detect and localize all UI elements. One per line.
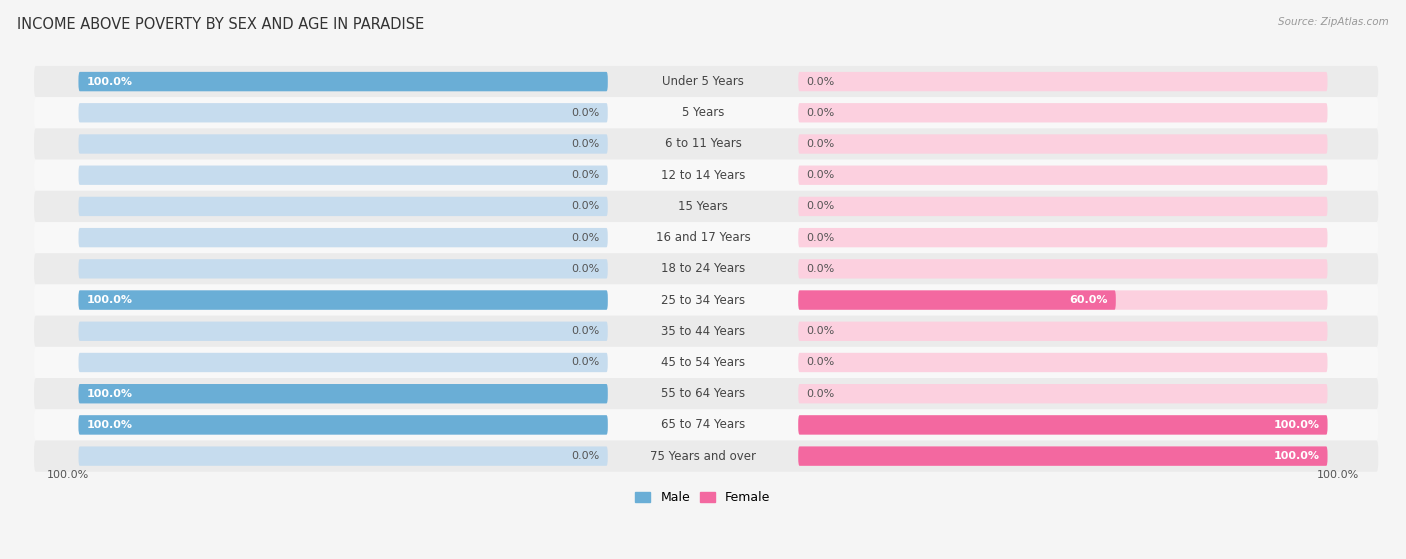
FancyBboxPatch shape xyxy=(79,290,607,310)
FancyBboxPatch shape xyxy=(799,415,1327,434)
Text: 0.0%: 0.0% xyxy=(572,233,600,243)
Text: 45 to 54 Years: 45 to 54 Years xyxy=(661,356,745,369)
FancyBboxPatch shape xyxy=(34,378,1378,409)
FancyBboxPatch shape xyxy=(34,97,1378,129)
FancyBboxPatch shape xyxy=(34,409,1378,440)
FancyBboxPatch shape xyxy=(79,134,607,154)
Text: 0.0%: 0.0% xyxy=(806,233,834,243)
FancyBboxPatch shape xyxy=(79,447,607,466)
FancyBboxPatch shape xyxy=(799,103,1327,122)
FancyBboxPatch shape xyxy=(34,129,1378,160)
Text: 0.0%: 0.0% xyxy=(806,358,834,367)
Text: 0.0%: 0.0% xyxy=(572,451,600,461)
Text: 16 and 17 Years: 16 and 17 Years xyxy=(655,231,751,244)
Text: 12 to 14 Years: 12 to 14 Years xyxy=(661,169,745,182)
FancyBboxPatch shape xyxy=(34,285,1378,316)
Text: 35 to 44 Years: 35 to 44 Years xyxy=(661,325,745,338)
FancyBboxPatch shape xyxy=(34,222,1378,253)
FancyBboxPatch shape xyxy=(79,290,607,310)
FancyBboxPatch shape xyxy=(34,191,1378,222)
Text: 0.0%: 0.0% xyxy=(806,201,834,211)
FancyBboxPatch shape xyxy=(799,228,1327,247)
Text: 15 Years: 15 Years xyxy=(678,200,728,213)
FancyBboxPatch shape xyxy=(34,66,1378,97)
Text: 18 to 24 Years: 18 to 24 Years xyxy=(661,262,745,276)
Text: 0.0%: 0.0% xyxy=(806,77,834,87)
Text: 0.0%: 0.0% xyxy=(806,108,834,118)
Text: 100.0%: 100.0% xyxy=(1274,420,1320,430)
Text: INCOME ABOVE POVERTY BY SEX AND AGE IN PARADISE: INCOME ABOVE POVERTY BY SEX AND AGE IN P… xyxy=(17,17,425,32)
FancyBboxPatch shape xyxy=(79,384,607,404)
FancyBboxPatch shape xyxy=(34,253,1378,285)
FancyBboxPatch shape xyxy=(34,160,1378,191)
Text: 0.0%: 0.0% xyxy=(572,201,600,211)
Text: 0.0%: 0.0% xyxy=(572,139,600,149)
FancyBboxPatch shape xyxy=(79,165,607,185)
Text: 60.0%: 60.0% xyxy=(1070,295,1108,305)
Text: 100.0%: 100.0% xyxy=(86,420,132,430)
FancyBboxPatch shape xyxy=(799,165,1327,185)
Text: 25 to 34 Years: 25 to 34 Years xyxy=(661,293,745,306)
Text: 0.0%: 0.0% xyxy=(572,264,600,274)
Text: 0.0%: 0.0% xyxy=(806,389,834,399)
FancyBboxPatch shape xyxy=(79,415,607,434)
FancyBboxPatch shape xyxy=(79,103,607,122)
FancyBboxPatch shape xyxy=(79,259,607,278)
FancyBboxPatch shape xyxy=(79,72,607,91)
Text: 55 to 64 Years: 55 to 64 Years xyxy=(661,387,745,400)
FancyBboxPatch shape xyxy=(79,197,607,216)
FancyBboxPatch shape xyxy=(34,440,1378,472)
FancyBboxPatch shape xyxy=(799,353,1327,372)
FancyBboxPatch shape xyxy=(79,353,607,372)
Text: 100.0%: 100.0% xyxy=(1317,471,1360,481)
Text: Source: ZipAtlas.com: Source: ZipAtlas.com xyxy=(1278,17,1389,27)
FancyBboxPatch shape xyxy=(799,384,1327,404)
FancyBboxPatch shape xyxy=(799,415,1327,434)
FancyBboxPatch shape xyxy=(799,290,1327,310)
Text: 75 Years and over: 75 Years and over xyxy=(650,449,756,463)
Text: 100.0%: 100.0% xyxy=(86,77,132,87)
Text: 100.0%: 100.0% xyxy=(1274,451,1320,461)
FancyBboxPatch shape xyxy=(799,447,1327,466)
FancyBboxPatch shape xyxy=(799,259,1327,278)
FancyBboxPatch shape xyxy=(79,228,607,247)
FancyBboxPatch shape xyxy=(799,321,1327,341)
FancyBboxPatch shape xyxy=(799,447,1327,466)
FancyBboxPatch shape xyxy=(79,384,607,404)
Text: 100.0%: 100.0% xyxy=(46,471,89,481)
FancyBboxPatch shape xyxy=(79,321,607,341)
Text: 100.0%: 100.0% xyxy=(86,295,132,305)
Text: Under 5 Years: Under 5 Years xyxy=(662,75,744,88)
FancyBboxPatch shape xyxy=(799,134,1327,154)
Text: 6 to 11 Years: 6 to 11 Years xyxy=(665,138,741,150)
Text: 5 Years: 5 Years xyxy=(682,106,724,119)
Text: 0.0%: 0.0% xyxy=(806,264,834,274)
FancyBboxPatch shape xyxy=(799,197,1327,216)
Text: 65 to 74 Years: 65 to 74 Years xyxy=(661,418,745,432)
Text: 0.0%: 0.0% xyxy=(572,326,600,337)
FancyBboxPatch shape xyxy=(34,316,1378,347)
Text: 0.0%: 0.0% xyxy=(572,358,600,367)
Text: 0.0%: 0.0% xyxy=(572,108,600,118)
Text: 0.0%: 0.0% xyxy=(572,170,600,180)
FancyBboxPatch shape xyxy=(79,415,607,434)
FancyBboxPatch shape xyxy=(34,347,1378,378)
FancyBboxPatch shape xyxy=(799,290,1116,310)
Text: 0.0%: 0.0% xyxy=(806,326,834,337)
Legend: Male, Female: Male, Female xyxy=(630,486,776,509)
FancyBboxPatch shape xyxy=(79,72,607,91)
Text: 0.0%: 0.0% xyxy=(806,139,834,149)
FancyBboxPatch shape xyxy=(799,72,1327,91)
Text: 0.0%: 0.0% xyxy=(806,170,834,180)
Text: 100.0%: 100.0% xyxy=(86,389,132,399)
